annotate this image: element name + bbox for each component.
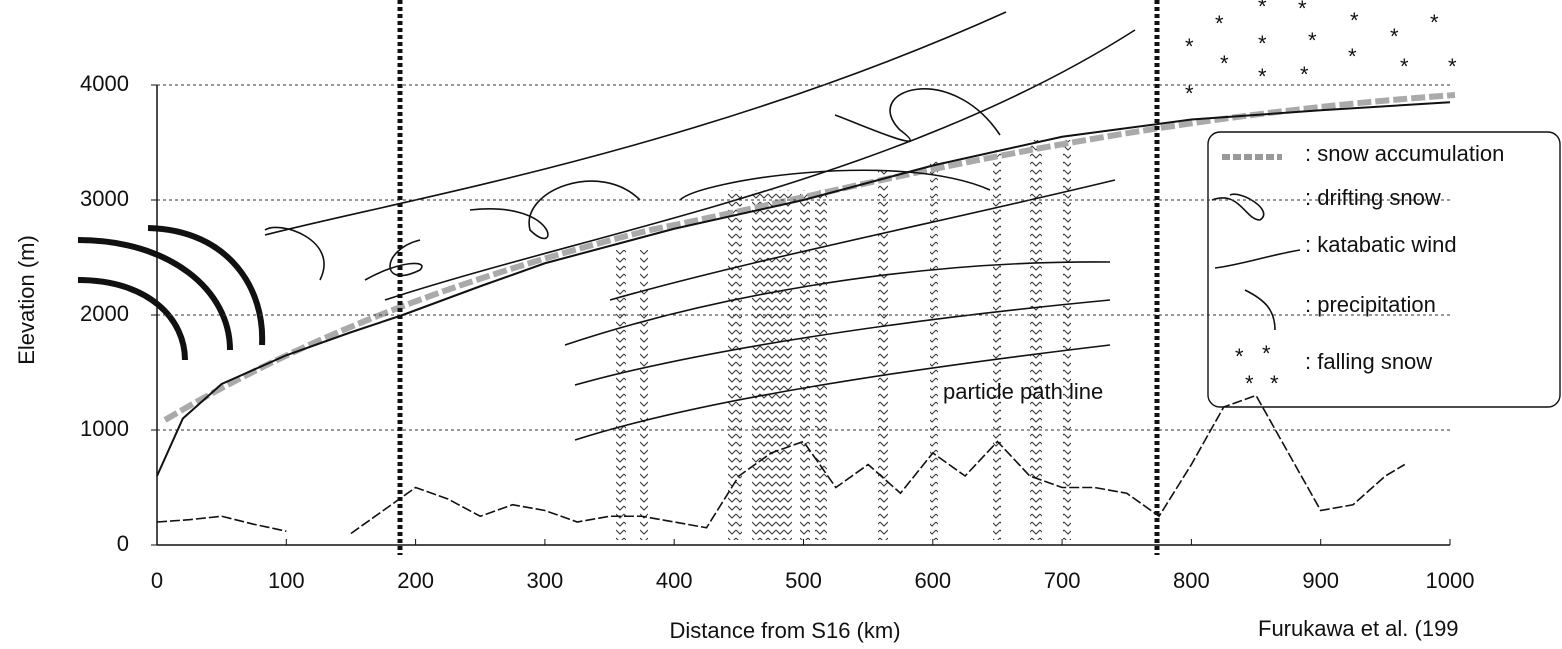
svg-text:*: * <box>1185 81 1194 106</box>
y-axis-label: Elevation (m) <box>14 235 39 365</box>
x-tick-label: 300 <box>527 568 564 593</box>
y-tick-label: 3000 <box>80 186 129 211</box>
svg-text:*: * <box>1258 0 1267 19</box>
hatched-bands <box>616 140 1071 540</box>
svg-text:*: * <box>1270 371 1279 396</box>
schematic: * * * * *** * ** *** ** * * * * * <box>77 0 1561 441</box>
y-tick-label: 2000 <box>80 301 129 326</box>
svg-text:*: * <box>1448 54 1457 79</box>
legend-label: : drifting snow <box>1305 185 1441 210</box>
y-tick-label: 1000 <box>80 416 129 441</box>
svg-text:*: * <box>1235 344 1244 369</box>
legend-label: : falling snow <box>1305 349 1432 374</box>
x-tick-label: 800 <box>1173 568 1210 593</box>
credit: Furukawa et al. (199 <box>1258 616 1459 641</box>
series-line <box>156 101 1451 477</box>
svg-text:*: * <box>1220 51 1229 76</box>
x-tick-label: 900 <box>1302 568 1339 593</box>
legend-label: : precipitation <box>1305 292 1436 317</box>
svg-text:*: * <box>1390 24 1399 49</box>
x-tick-label: 1000 <box>1426 568 1475 593</box>
y-tick-label: 0 <box>117 531 129 556</box>
legend-label: : katabatic wind <box>1305 232 1457 257</box>
svg-text:*: * <box>1258 64 1267 89</box>
svg-text:*: * <box>1298 0 1307 21</box>
svg-text:*: * <box>1258 31 1267 56</box>
svg-text:*: * <box>1262 341 1271 366</box>
x-axis-label: Distance from S16 (km) <box>669 618 900 643</box>
svg-text:*: * <box>1215 11 1224 36</box>
svg-text:*: * <box>1430 10 1439 35</box>
x-tick-label: 400 <box>656 568 693 593</box>
svg-text:*: * <box>1348 44 1357 69</box>
svg-text:*: * <box>1400 54 1409 79</box>
x-tick-label: 500 <box>785 568 822 593</box>
svg-text:*: * <box>1245 371 1254 396</box>
x-tick-label: 0 <box>151 568 163 593</box>
x-tick-label: 700 <box>1044 568 1081 593</box>
x-tick-label: 600 <box>914 568 951 593</box>
svg-text:*: * <box>1185 34 1194 59</box>
svg-text:*: * <box>1350 8 1359 33</box>
svg-text:*: * <box>1308 28 1317 53</box>
svg-text:*: * <box>1300 62 1309 87</box>
x-tick-label: 100 <box>268 568 305 593</box>
legend-label: : snow accumulation <box>1305 141 1504 166</box>
annotation: particle path line <box>943 379 1103 404</box>
series-line <box>156 394 1406 535</box>
y-tick-label: 4000 <box>80 71 129 96</box>
x-tick-label: 200 <box>397 568 434 593</box>
